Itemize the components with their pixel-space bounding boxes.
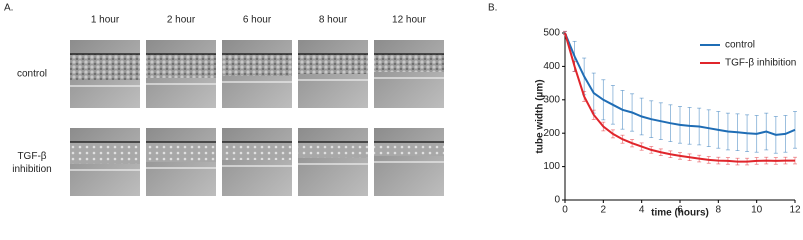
column-label: 8 hour: [319, 15, 348, 26]
image-band: [222, 142, 292, 160]
micrograph: [374, 40, 444, 108]
image-band: [298, 54, 368, 74]
micrograph: [298, 128, 368, 196]
row-label: control: [17, 69, 47, 80]
micrograph: [222, 128, 292, 196]
image-band: [70, 142, 140, 164]
micrograph: [70, 128, 140, 196]
y-tick-label: 0: [554, 195, 560, 206]
image-bg: [374, 40, 444, 108]
figure: A. B. 1 hour 2 hour 6 hour 8 hour 12 hour con…: [4, 3, 801, 219]
column-label: 2 hour: [167, 15, 196, 26]
x-tick-label: 4: [639, 205, 645, 216]
row-label: TGF-β inhibition: [12, 151, 51, 175]
image-band: [298, 142, 368, 158]
x-tick-label: 2: [601, 205, 607, 216]
x-tick-label: 10: [751, 205, 763, 216]
y-axis-label: tube width (µm): [535, 79, 546, 153]
series-line: [564, 32, 796, 136]
micrograph: [146, 128, 216, 196]
x-axis-label: time (hours): [651, 208, 709, 219]
micrograph: [222, 40, 292, 108]
image-band: [374, 54, 444, 72]
image-band: [146, 142, 216, 162]
micrograph: [298, 40, 368, 108]
legend-label: control: [725, 40, 755, 51]
y-tick-label: 200: [543, 128, 560, 139]
column-label: 1 hour: [91, 15, 120, 26]
panel-label: A.: [4, 3, 13, 14]
column-label: 12 hour: [392, 15, 427, 26]
image-band: [70, 54, 140, 80]
micrograph: [374, 128, 444, 196]
y-tick-label: 100: [543, 161, 560, 172]
column-label: 6 hour: [243, 15, 272, 26]
y-tick-label: 500: [543, 28, 560, 39]
image-band: [374, 142, 444, 156]
y-tick-label: 400: [543, 61, 560, 72]
x-tick-label: 0: [562, 205, 568, 216]
x-tick-label: 6: [677, 205, 683, 216]
x-tick-label: 8: [716, 205, 722, 216]
series-line: [564, 32, 795, 163]
micrograph: [146, 40, 216, 108]
image-bg: [222, 128, 292, 196]
x-tick-label: 12: [789, 205, 801, 216]
micrograph: [70, 40, 140, 108]
panel-label: B.: [488, 3, 497, 14]
image-band: [222, 54, 292, 76]
y-tick-label: 300: [543, 94, 560, 105]
image-bg: [298, 128, 368, 196]
legend-label: TGF-β inhibition: [725, 58, 796, 69]
image-band: [146, 54, 216, 78]
